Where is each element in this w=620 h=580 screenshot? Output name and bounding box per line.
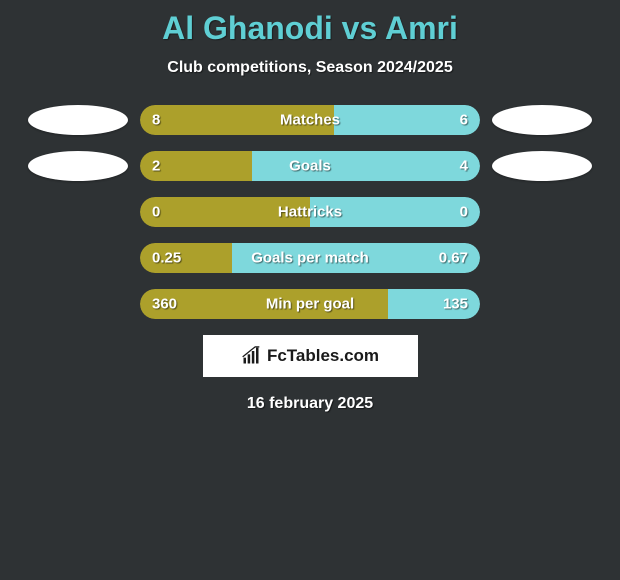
player-left-oval	[28, 151, 128, 181]
stat-value-left: 0.25	[152, 250, 181, 267]
stat-label: Goals	[289, 158, 331, 175]
stat-label: Hattricks	[278, 204, 342, 221]
stat-bar: Hattricks 0 0	[140, 197, 480, 227]
spacer	[492, 289, 592, 319]
player-right-oval	[492, 105, 592, 135]
stat-row: Goals 2 4	[0, 151, 620, 181]
player-left-oval	[28, 105, 128, 135]
stat-value-right: 0	[460, 204, 468, 221]
stat-value-right: 4	[460, 158, 468, 175]
spacer	[492, 197, 592, 227]
spacer	[28, 197, 128, 227]
stat-value-left: 2	[152, 158, 160, 175]
stat-row: Hattricks 0 0	[0, 197, 620, 227]
chart-icon	[241, 346, 261, 366]
stat-value-right: 6	[460, 112, 468, 129]
stat-row: Min per goal 360 135	[0, 289, 620, 319]
bar-right-fill	[334, 105, 480, 135]
player-right-oval	[492, 151, 592, 181]
page-title: Al Ghanodi vs Amri	[0, 10, 620, 47]
stat-bar: Goals 2 4	[140, 151, 480, 181]
spacer	[28, 243, 128, 273]
stat-value-left: 8	[152, 112, 160, 129]
subtitle: Club competitions, Season 2024/2025	[0, 59, 620, 77]
stat-label: Min per goal	[266, 296, 354, 313]
spacer	[28, 289, 128, 319]
date-text: 16 february 2025	[0, 395, 620, 413]
comparison-widget: Al Ghanodi vs Amri Club competitions, Se…	[0, 0, 620, 413]
spacer	[492, 243, 592, 273]
logo-box[interactable]: FcTables.com	[203, 335, 418, 377]
stat-label: Goals per match	[251, 250, 369, 267]
stat-row: Goals per match 0.25 0.67	[0, 243, 620, 273]
stat-value-right: 0.67	[439, 250, 468, 267]
bar-right-fill	[252, 151, 480, 181]
stat-value-left: 360	[152, 296, 177, 313]
stats-container: Matches 8 6 Goals 2 4 Hattricks 0 0 Goals per mat…	[0, 105, 620, 319]
stat-bar: Matches 8 6	[140, 105, 480, 135]
logo-text: FcTables.com	[267, 346, 379, 366]
stat-row: Matches 8 6	[0, 105, 620, 135]
stat-bar: Goals per match 0.25 0.67	[140, 243, 480, 273]
stat-value-right: 135	[443, 296, 468, 313]
stat-bar: Min per goal 360 135	[140, 289, 480, 319]
stat-label: Matches	[280, 112, 340, 129]
stat-value-left: 0	[152, 204, 160, 221]
